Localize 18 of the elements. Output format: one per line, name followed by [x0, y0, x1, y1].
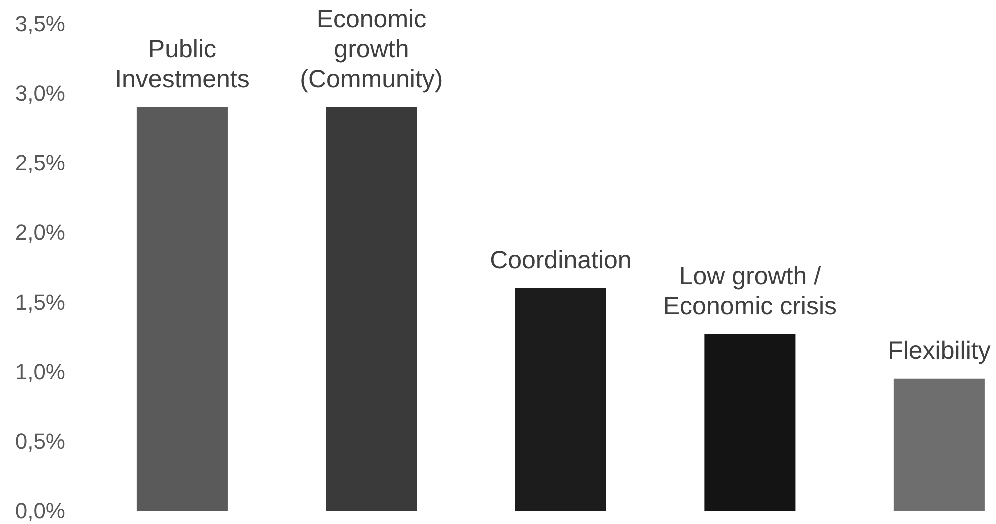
y-tick-label: 0,5% [15, 428, 66, 454]
bar [515, 288, 606, 511]
x-tick-label: Low growth / Economic crisis [663, 262, 838, 320]
y-tick-label: 2,5% [15, 150, 66, 176]
x-tick-label: Flexibility [888, 336, 992, 365]
y-tick-label: 3,0% [15, 81, 66, 106]
y-tick-label: 1,0% [15, 359, 66, 384]
bar [704, 334, 796, 511]
bar [894, 378, 985, 511]
bar [326, 107, 418, 511]
y-tick-label: 0,0% [15, 498, 66, 524]
y-tick-label: 1,5% [15, 290, 66, 315]
x-tick-label: Economic growth (Community) [300, 5, 444, 94]
x-tick-label: Public Investments [115, 35, 250, 94]
x-tick-label: Coordination [490, 246, 632, 274]
bar [136, 107, 228, 511]
y-tick-label: 3,5% [15, 12, 66, 36]
y-tick-label: 2,0% [15, 220, 66, 246]
